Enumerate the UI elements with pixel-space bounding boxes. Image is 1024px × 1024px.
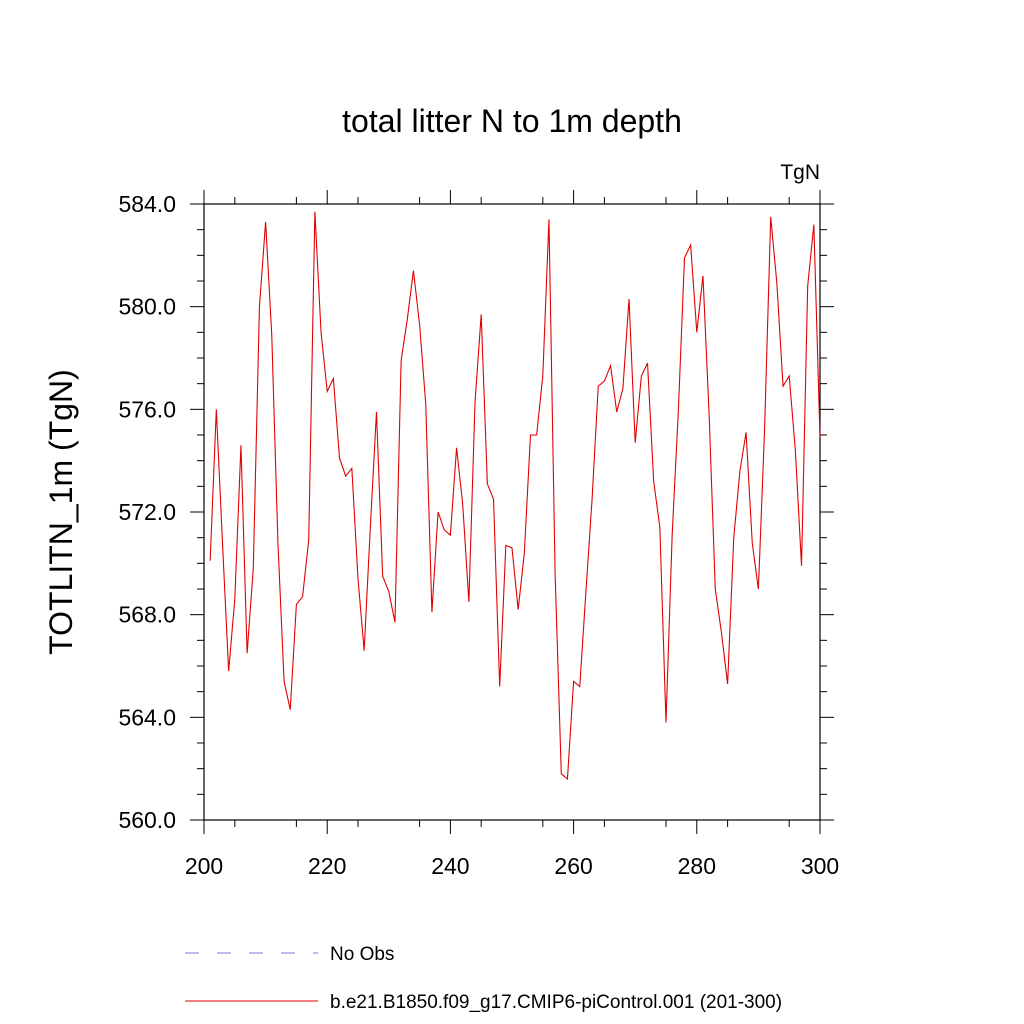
x-tick-label: 280: [678, 853, 716, 879]
plot-border: [203, 203, 821, 821]
x-tick-label: 220: [308, 853, 346, 879]
y-tick-label: 580.0: [118, 294, 176, 320]
legend-label-no-obs: No Obs: [330, 944, 394, 965]
y-tick-label: 584.0: [118, 191, 176, 217]
series-line: [209, 211, 821, 781]
x-tick-label: 200: [185, 853, 223, 879]
y-tick-label: 576.0: [118, 396, 176, 422]
axis-tick-labels: 200 220 240 260 280 300 560.0 564.0 568.0 572.0 57…: [118, 191, 839, 879]
axis-ticks: [190, 190, 834, 834]
y-tick-label: 564.0: [118, 704, 176, 730]
y-tick-label: 568.0: [118, 602, 176, 628]
x-tick-label: 240: [431, 853, 469, 879]
y-tick-label: 560.0: [118, 807, 176, 833]
series-layer: [209, 211, 821, 781]
chart-title: total litter N to 1m depth: [342, 103, 682, 139]
legend-label-control-run: b.e21.B1850.f09_g17.CMIP6-piControl.001 …: [330, 992, 782, 1013]
x-tick-label: 260: [554, 853, 592, 879]
plot-frame: [203, 203, 821, 821]
legend: No Obs b.e21.B1850.f09_g17.CMIP6-piContr…: [185, 944, 782, 1013]
y-tick-label: 572.0: [118, 499, 176, 525]
x-tick-label: 300: [801, 853, 839, 879]
units-label: TgN: [780, 161, 820, 184]
y-axis-title: TOTLITN_1m (TgN): [43, 369, 79, 655]
